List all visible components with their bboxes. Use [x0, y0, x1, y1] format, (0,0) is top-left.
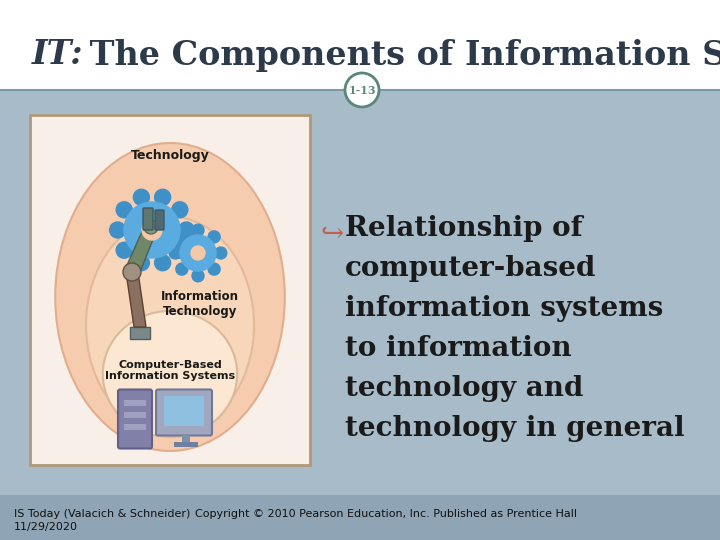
FancyBboxPatch shape — [0, 495, 720, 540]
Circle shape — [169, 247, 181, 259]
Ellipse shape — [103, 311, 237, 437]
Text: IT:: IT: — [32, 38, 84, 71]
Circle shape — [172, 202, 188, 218]
Text: The Components of Information Systems: The Components of Information Systems — [78, 38, 720, 71]
FancyBboxPatch shape — [156, 389, 212, 435]
Circle shape — [109, 222, 125, 238]
Circle shape — [155, 190, 171, 205]
Circle shape — [133, 190, 149, 205]
FancyBboxPatch shape — [130, 327, 150, 339]
Circle shape — [144, 220, 158, 234]
FancyBboxPatch shape — [124, 400, 146, 406]
Text: computer-based: computer-based — [345, 255, 596, 282]
Circle shape — [191, 246, 205, 260]
FancyBboxPatch shape — [124, 423, 146, 429]
Text: Computer-Based
Information Systems: Computer-Based Information Systems — [105, 360, 235, 381]
Circle shape — [116, 202, 132, 218]
Text: Technology: Technology — [130, 148, 210, 161]
Text: information systems: information systems — [345, 295, 663, 322]
Text: technology and: technology and — [345, 375, 583, 402]
Circle shape — [172, 242, 188, 258]
Circle shape — [123, 263, 141, 281]
Circle shape — [208, 231, 220, 243]
Text: Information
Technology: Information Technology — [161, 290, 239, 318]
FancyBboxPatch shape — [0, 90, 720, 495]
Ellipse shape — [86, 217, 254, 434]
Circle shape — [133, 255, 149, 271]
Text: 1-13: 1-13 — [348, 84, 376, 96]
Circle shape — [192, 270, 204, 282]
Circle shape — [116, 242, 132, 258]
Text: ↪: ↪ — [320, 220, 343, 247]
FancyBboxPatch shape — [174, 442, 198, 447]
FancyBboxPatch shape — [182, 434, 190, 442]
FancyBboxPatch shape — [0, 0, 720, 90]
FancyBboxPatch shape — [124, 411, 146, 417]
Circle shape — [176, 231, 188, 243]
Text: to information: to information — [345, 335, 572, 362]
Circle shape — [179, 222, 194, 238]
Circle shape — [176, 263, 188, 275]
Polygon shape — [124, 227, 158, 272]
FancyBboxPatch shape — [164, 395, 204, 426]
Text: IS Today (Valacich & Schneider): IS Today (Valacich & Schneider) — [14, 509, 190, 519]
FancyBboxPatch shape — [118, 389, 152, 449]
Text: 11/29/2020: 11/29/2020 — [14, 522, 78, 532]
Circle shape — [142, 220, 162, 240]
Text: Relationship of: Relationship of — [345, 215, 582, 242]
Circle shape — [124, 202, 180, 258]
Circle shape — [208, 263, 220, 275]
FancyBboxPatch shape — [143, 208, 153, 230]
Circle shape — [345, 73, 379, 107]
Text: Copyright © 2010 Pearson Education, Inc. Published as Prentice Hall: Copyright © 2010 Pearson Education, Inc.… — [195, 509, 577, 519]
Circle shape — [155, 255, 171, 271]
Circle shape — [192, 224, 204, 236]
FancyBboxPatch shape — [155, 210, 164, 230]
FancyBboxPatch shape — [30, 115, 310, 465]
Circle shape — [215, 247, 227, 259]
Polygon shape — [126, 272, 146, 327]
Text: technology in general: technology in general — [345, 415, 685, 442]
Ellipse shape — [55, 143, 285, 451]
Circle shape — [180, 235, 216, 271]
